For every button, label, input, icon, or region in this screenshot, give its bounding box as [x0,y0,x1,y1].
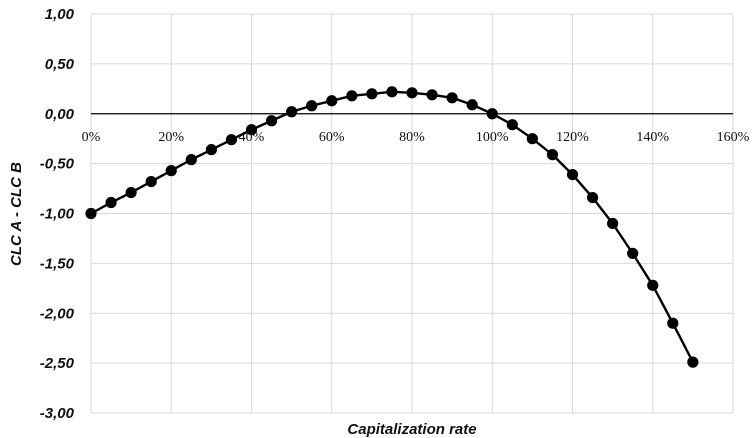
data-point [526,133,538,145]
data-point [627,247,639,259]
y-tick-label: -1,50 [40,255,75,272]
data-point [647,279,659,291]
data-point [85,207,97,220]
data-point [346,90,358,102]
data-point [386,86,398,98]
x-tick-label: 160% [717,130,750,145]
data-point [486,108,498,120]
x-tick-label: 140% [636,130,669,145]
data-point [426,89,438,101]
x-tick-label: 0% [82,130,101,145]
data-point [125,186,137,199]
y-tick-label: -1,00 [40,206,75,223]
data-point [506,119,518,131]
series-layer [85,86,699,368]
data-point [607,217,619,230]
data-point [566,168,579,181]
data-point [165,165,177,177]
data-point [667,317,679,329]
y-tick-label: -2,00 [40,305,75,322]
data-point [105,196,117,209]
data-point [225,134,238,146]
y-axis-title: CLC A - CLC B [8,162,25,266]
y-axis-ticks: 1,00 0,50 0,00 -0,50 -1,00 -1,50 -2,00 -2,50 -3,… [40,6,75,422]
data-point [406,87,418,99]
x-axis-title: Capitalization rate [347,421,476,438]
data-point [546,149,559,161]
data-point [265,115,278,127]
grid-lines [90,13,734,414]
y-tick-label: 0,50 [45,56,75,73]
data-point [145,175,157,188]
data-point [446,92,458,104]
data-point [306,100,318,112]
y-tick-label: -3,00 [40,405,75,422]
y-tick-label: 0,00 [45,106,75,123]
x-tick-label: 80% [399,130,425,145]
y-tick-label: -2,50 [40,355,75,372]
x-tick-label: 60% [319,130,345,145]
data-point [185,154,197,166]
y-tick-label: 1,00 [45,6,75,23]
x-tick-label: 120% [556,130,589,145]
data-point [286,106,298,118]
x-tick-label: 20% [158,130,184,145]
data-point [586,191,599,204]
data-point [366,88,378,100]
data-point [326,95,338,107]
y-tick-label: -0,50 [40,156,75,173]
x-tick-label: 100% [476,130,509,145]
data-point [245,124,258,136]
data-point [466,99,478,111]
data-point [205,144,217,156]
data-point [687,356,699,368]
x-axis-ticks: 0% 20% 40% 60% 80% 100% 120% 140% 160% [82,130,750,145]
